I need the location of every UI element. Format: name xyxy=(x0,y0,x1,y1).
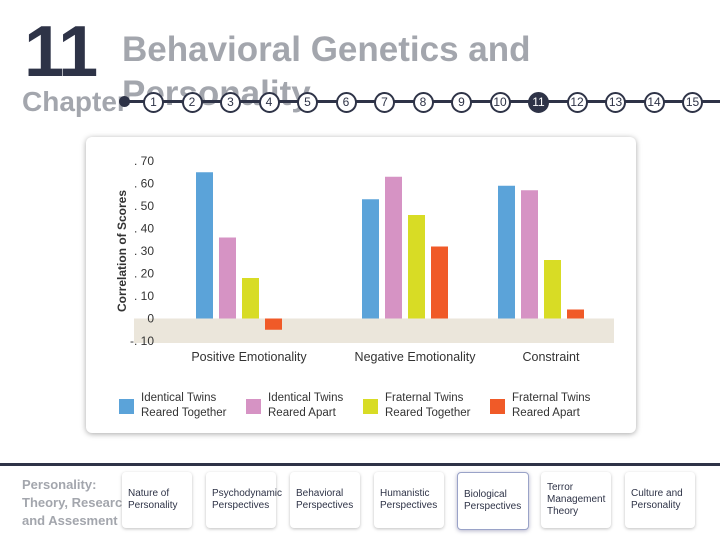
y-axis-label: Correlation of Scores xyxy=(115,190,129,312)
chapter-nav-15[interactable]: 15 xyxy=(682,92,703,113)
y-tick-label: . 70 xyxy=(134,154,154,168)
y-tick-label: . 30 xyxy=(134,244,154,258)
chapter-nav-7[interactable]: 7 xyxy=(374,92,395,113)
chart-panel: . 70 . 60 . 50 . 40 . 30 . 20 . 10 0 -. 10 Correl… xyxy=(86,137,636,433)
legend-label: Identical Twins Reared Together xyxy=(141,392,227,419)
legend-swatch xyxy=(363,399,378,414)
bar-1-constraint xyxy=(498,185,515,319)
negative-region xyxy=(134,318,614,343)
chapter-nav-4[interactable]: 4 xyxy=(258,92,280,113)
chapter-nav-8[interactable]: 8 xyxy=(412,92,434,113)
bar-2-positive-emotionality xyxy=(219,237,236,319)
x-category-label: Negative Emotionality xyxy=(355,350,477,364)
chapter-label: Chapter xyxy=(22,86,128,117)
perspective-nav-label: Biological Perspectives xyxy=(464,489,522,512)
chapter-nav-2[interactable]: 2 xyxy=(181,92,203,113)
perspective-nav-item[interactable]: Behavioral Perspectives xyxy=(290,472,360,528)
perspective-nav-item[interactable]: Culture and Personality xyxy=(625,472,695,528)
bar-3-constraint xyxy=(544,260,561,319)
chapter-nav-start-dot xyxy=(119,96,130,107)
footer-rule xyxy=(0,463,720,466)
page-title: Behavioral Genetics and Personality xyxy=(122,30,531,113)
chapter-nav-12[interactable]: 12 xyxy=(566,92,588,113)
y-tick-label: . 60 xyxy=(134,177,154,191)
chapter-nav-3[interactable]: 3 xyxy=(220,92,241,113)
legend-label: Fraternal Twins Reared Together xyxy=(385,392,471,419)
perspective-nav-item[interactable]: Nature of Personality xyxy=(122,472,192,528)
chapter-nav-5[interactable]: 5 xyxy=(297,92,318,113)
perspective-nav-item[interactable]: Terror Management Theory xyxy=(541,472,611,528)
legend-swatch xyxy=(119,399,134,414)
perspective-nav-label: Behavioral Perspectives xyxy=(296,488,354,511)
perspective-nav-item[interactable]: Biological Perspectives xyxy=(457,472,529,530)
chapter-number: 11 xyxy=(24,12,98,92)
legend-swatch xyxy=(246,399,261,414)
book-title: Personality: Theory, Research and Assesm… xyxy=(22,477,131,528)
bar-4-negative-emotionality xyxy=(431,246,448,319)
bar-3-negative-emotionality xyxy=(408,215,425,319)
legend-label: Identical Twins Reared Apart xyxy=(268,392,344,419)
perspective-nav-label: Humanistic Perspectives xyxy=(380,488,438,511)
legend-label: Fraternal Twins Reared Apart xyxy=(512,392,591,419)
x-category-label: Positive Emotionality xyxy=(191,350,307,364)
chapter-nav-9[interactable]: 9 xyxy=(451,92,472,113)
chapter-nav-6[interactable]: 6 xyxy=(335,92,357,113)
legend-swatch xyxy=(490,399,505,414)
y-tick-label: . 10 xyxy=(134,289,154,303)
chapter-nav-10[interactable]: 10 xyxy=(489,92,511,113)
chapter-nav-11[interactable]: 11 xyxy=(528,92,549,113)
bar-4-positive-emotionality xyxy=(265,318,282,330)
y-tick-label: . 50 xyxy=(134,199,154,213)
chapter-nav-13[interactable]: 13 xyxy=(605,92,626,113)
perspective-nav-item[interactable]: Psychodynamic Perspectives xyxy=(206,472,283,528)
perspective-nav-item[interactable]: Humanistic Perspectives xyxy=(374,472,444,528)
perspective-nav-label: Terror Management Theory xyxy=(547,482,606,517)
perspective-nav-label: Psychodynamic Perspectives xyxy=(212,488,283,511)
y-tick-label: 0 xyxy=(147,312,154,326)
bar-4-constraint xyxy=(567,309,584,319)
y-tick-label: . 20 xyxy=(134,267,154,281)
twin-correlation-chart: . 70 . 60 . 50 . 40 . 30 . 20 . 10 0 -. 10 Correl… xyxy=(86,145,628,425)
bar-3-positive-emotionality xyxy=(242,278,259,319)
bar-1-positive-emotionality xyxy=(196,172,213,319)
y-tick-label: -. 10 xyxy=(130,334,154,348)
x-category-label: Constraint xyxy=(523,350,580,364)
chapter-nav-14[interactable]: 14 xyxy=(643,92,665,113)
chapter-nav-1[interactable]: 1 xyxy=(143,92,164,113)
y-tick-label: . 40 xyxy=(134,222,154,236)
bar-1-negative-emotionality xyxy=(362,199,379,319)
perspective-nav-label: Culture and Personality xyxy=(631,488,683,511)
perspective-nav-label: Nature of Personality xyxy=(128,488,178,511)
bar-2-constraint xyxy=(521,190,538,319)
bar-2-negative-emotionality xyxy=(385,176,402,319)
